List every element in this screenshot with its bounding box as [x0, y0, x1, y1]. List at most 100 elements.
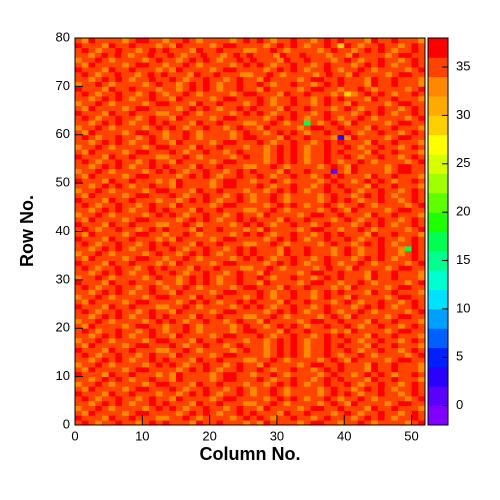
cell: [189, 47, 197, 53]
cell: [175, 168, 184, 174]
cell: [229, 415, 237, 421]
cell: [411, 265, 419, 271]
cell: [162, 187, 170, 194]
cell: [202, 76, 211, 82]
cell: [364, 366, 372, 373]
cell: [169, 400, 177, 407]
cell: [364, 86, 372, 92]
cell: [250, 391, 258, 397]
cell: [162, 420, 170, 426]
cell: [169, 381, 177, 387]
cell: [404, 308, 412, 315]
cell: [175, 62, 184, 68]
cell: [303, 362, 311, 368]
cell: [236, 250, 244, 257]
cell: [377, 308, 386, 315]
cell: [418, 347, 426, 353]
cell: [128, 250, 136, 257]
cell: [303, 100, 311, 107]
cell: [162, 91, 170, 97]
cell: [364, 241, 372, 247]
cell: [193, 265, 201, 271]
cell: [310, 313, 318, 319]
cell: [310, 371, 318, 378]
cell: [256, 139, 264, 145]
cell: [384, 391, 392, 397]
cell: [189, 420, 197, 426]
cell: [404, 410, 412, 416]
cell: [141, 52, 149, 58]
cell: [297, 391, 305, 397]
cell: [122, 270, 130, 276]
cell: [310, 246, 318, 252]
cell: [398, 42, 406, 49]
cell: [411, 299, 419, 305]
cell: [317, 371, 325, 378]
cell: [283, 139, 291, 145]
cell: [135, 187, 143, 194]
cell: [182, 250, 190, 257]
cell: [344, 163, 352, 170]
cell: [155, 183, 163, 189]
cell: [391, 313, 399, 319]
cell: [135, 86, 143, 92]
cell: [189, 246, 197, 252]
cell: [216, 149, 224, 155]
cell: [411, 187, 419, 194]
cell: [189, 125, 197, 131]
cell: [182, 67, 190, 73]
cell: [344, 236, 352, 242]
cell: [101, 115, 110, 121]
cell: [364, 333, 372, 339]
cell: [297, 47, 305, 53]
cell: [371, 163, 379, 170]
cell: [101, 308, 110, 315]
cell: [319, 265, 327, 271]
cell: [142, 207, 150, 213]
cell: [250, 357, 258, 363]
cell: [398, 405, 406, 411]
cell: [324, 226, 332, 232]
cell: [135, 279, 143, 286]
cell: [75, 308, 83, 315]
cell: [256, 115, 264, 121]
cell: [216, 120, 224, 126]
cell: [169, 337, 177, 344]
cell: [243, 323, 251, 329]
cell: [196, 308, 204, 315]
cell: [243, 376, 251, 382]
cell: [243, 304, 251, 310]
cell: [418, 226, 426, 232]
cell: [377, 81, 386, 87]
cell: [202, 236, 211, 242]
cell: [128, 149, 136, 155]
cell: [128, 86, 136, 92]
cell: [95, 197, 103, 203]
cell: [81, 250, 89, 257]
cell: [240, 265, 248, 271]
cell: [122, 76, 130, 82]
cell: [339, 71, 347, 78]
cell: [330, 178, 338, 184]
cell: [303, 38, 311, 44]
cell: [276, 241, 285, 247]
cell: [250, 246, 258, 252]
cell: [175, 192, 184, 199]
cell: [357, 328, 365, 334]
cell: [175, 57, 184, 63]
cell: [310, 362, 318, 368]
cell: [108, 342, 116, 348]
cell: [276, 299, 285, 305]
cell: [270, 308, 278, 315]
cell: [306, 71, 314, 78]
cell: [324, 42, 332, 49]
x-tick-label: 20: [202, 428, 216, 443]
cell: [250, 86, 258, 92]
cell: [155, 202, 163, 208]
cell: [196, 352, 204, 358]
cell: [189, 410, 197, 416]
cell: [216, 139, 224, 145]
cell: [398, 192, 406, 199]
cell: [81, 158, 89, 165]
cell: [101, 420, 110, 426]
